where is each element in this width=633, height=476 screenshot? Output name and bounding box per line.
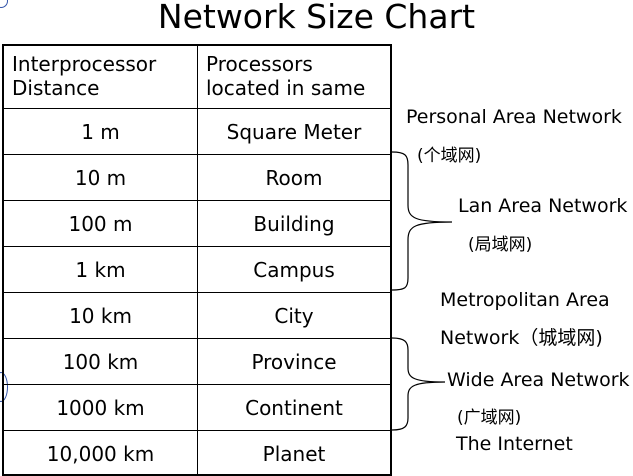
wan-cn-label: (广域网)	[457, 408, 522, 428]
location-cell: Campus	[253, 257, 335, 282]
man-label-line2: Network（城域网)	[440, 327, 603, 349]
lan-brace	[391, 151, 453, 291]
page-title: Network Size Chart	[157, 0, 476, 36]
table-row: 1 m Square Meter	[4, 109, 390, 155]
lan-cn-label: (局域网)	[468, 235, 533, 255]
wan-label: Wide Area Network	[447, 369, 630, 391]
distance-cell: 1 km	[4, 247, 198, 292]
distance-cell: 10 km	[4, 293, 198, 338]
table-row: 1 km Campus	[4, 247, 390, 293]
pan-cn-label: (个域网)	[417, 146, 482, 166]
distance-cell: 1 m	[4, 109, 198, 154]
distance-cell: 100 m	[4, 201, 198, 246]
location-cell: Continent	[245, 395, 343, 420]
header-processors-located: Processors located in same	[206, 52, 366, 100]
location-cell: Planet	[262, 441, 326, 466]
distance-cell: 1000 km	[4, 385, 198, 430]
distance-cell: 10 m	[4, 155, 198, 200]
table-row: 10 km City	[4, 293, 390, 339]
distance-cell: 10,000 km	[4, 431, 198, 476]
table-row: 10,000 km Planet	[4, 431, 390, 476]
table-row: 10 m Room	[4, 155, 390, 201]
location-cell: Room	[265, 165, 323, 190]
table-row: 1000 km Continent	[4, 385, 390, 431]
table-row: 100 km Province	[4, 339, 390, 385]
location-cell: Building	[253, 211, 335, 236]
lan-label: Lan Area Network	[458, 195, 628, 217]
network-size-table: Interprocessor Distance Processors locat…	[2, 44, 392, 476]
wan-brace	[391, 337, 446, 431]
header-interprocessor-distance: Interprocessor Distance	[4, 46, 198, 108]
location-cell: Square Meter	[226, 119, 362, 144]
internet-label: The Internet	[456, 433, 573, 455]
distance-cell: 100 km	[4, 339, 198, 384]
location-cell: Province	[251, 349, 337, 374]
table-header-row: Interprocessor Distance Processors locat…	[4, 46, 390, 109]
location-cell: City	[274, 303, 314, 328]
man-label-line1: Metropolitan Area	[440, 289, 610, 311]
pan-label: Personal Area Network	[406, 106, 622, 128]
table-row: 100 m Building	[4, 201, 390, 247]
